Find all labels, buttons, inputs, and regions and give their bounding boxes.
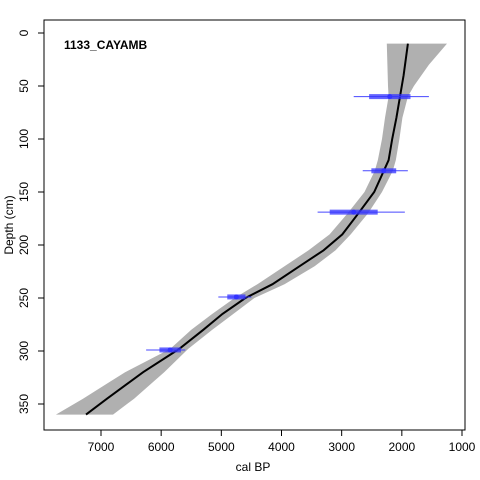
date-sample-2 (362, 168, 408, 174)
y-axis: 0 50 100 150 200 250 300 350 (17, 29, 44, 414)
date-mode-point (167, 347, 173, 353)
y-axis-title: Depth (cm) (2, 195, 16, 254)
x-axis: 7000 6000 5000 4000 3000 2000 1000 (88, 430, 476, 454)
y-tick-label: 150 (17, 182, 31, 202)
uncertainty-band (55, 43, 448, 415)
y-tick-label: 50 (17, 79, 31, 93)
plot-title: 1133_CAYAMB (64, 38, 148, 52)
date-sample-3 (317, 209, 405, 215)
date-mode-point (381, 168, 387, 174)
x-tick-label: 3000 (328, 440, 355, 454)
x-tick-label: 7000 (88, 440, 115, 454)
date-sample-1 (353, 94, 429, 100)
median-line (85, 43, 409, 416)
x-tick-label: 6000 (148, 440, 175, 454)
x-tick-label: 1000 (449, 440, 476, 454)
y-tick-label: 300 (17, 341, 31, 361)
x-axis-title: cal BP (236, 460, 271, 474)
uncertainty-band-layer (55, 43, 448, 415)
x-tick-label: 2000 (388, 440, 415, 454)
y-tick-label: 350 (17, 394, 31, 414)
y-tick-label: 250 (17, 288, 31, 308)
date-mode-point (387, 94, 393, 100)
plot-frame (43, 19, 466, 431)
y-tick-label: 100 (17, 129, 31, 149)
date-mode-point (351, 209, 357, 215)
y-tick-label: 0 (17, 29, 31, 36)
median-line-layer (85, 43, 409, 416)
y-tick-label: 200 (17, 235, 31, 255)
date-mode-point (233, 294, 239, 300)
x-tick-label: 4000 (268, 440, 295, 454)
dated-samples-layer (146, 94, 429, 353)
date-sample-5 (146, 347, 186, 353)
date-sample-4 (218, 294, 252, 300)
x-tick-label: 5000 (208, 440, 235, 454)
